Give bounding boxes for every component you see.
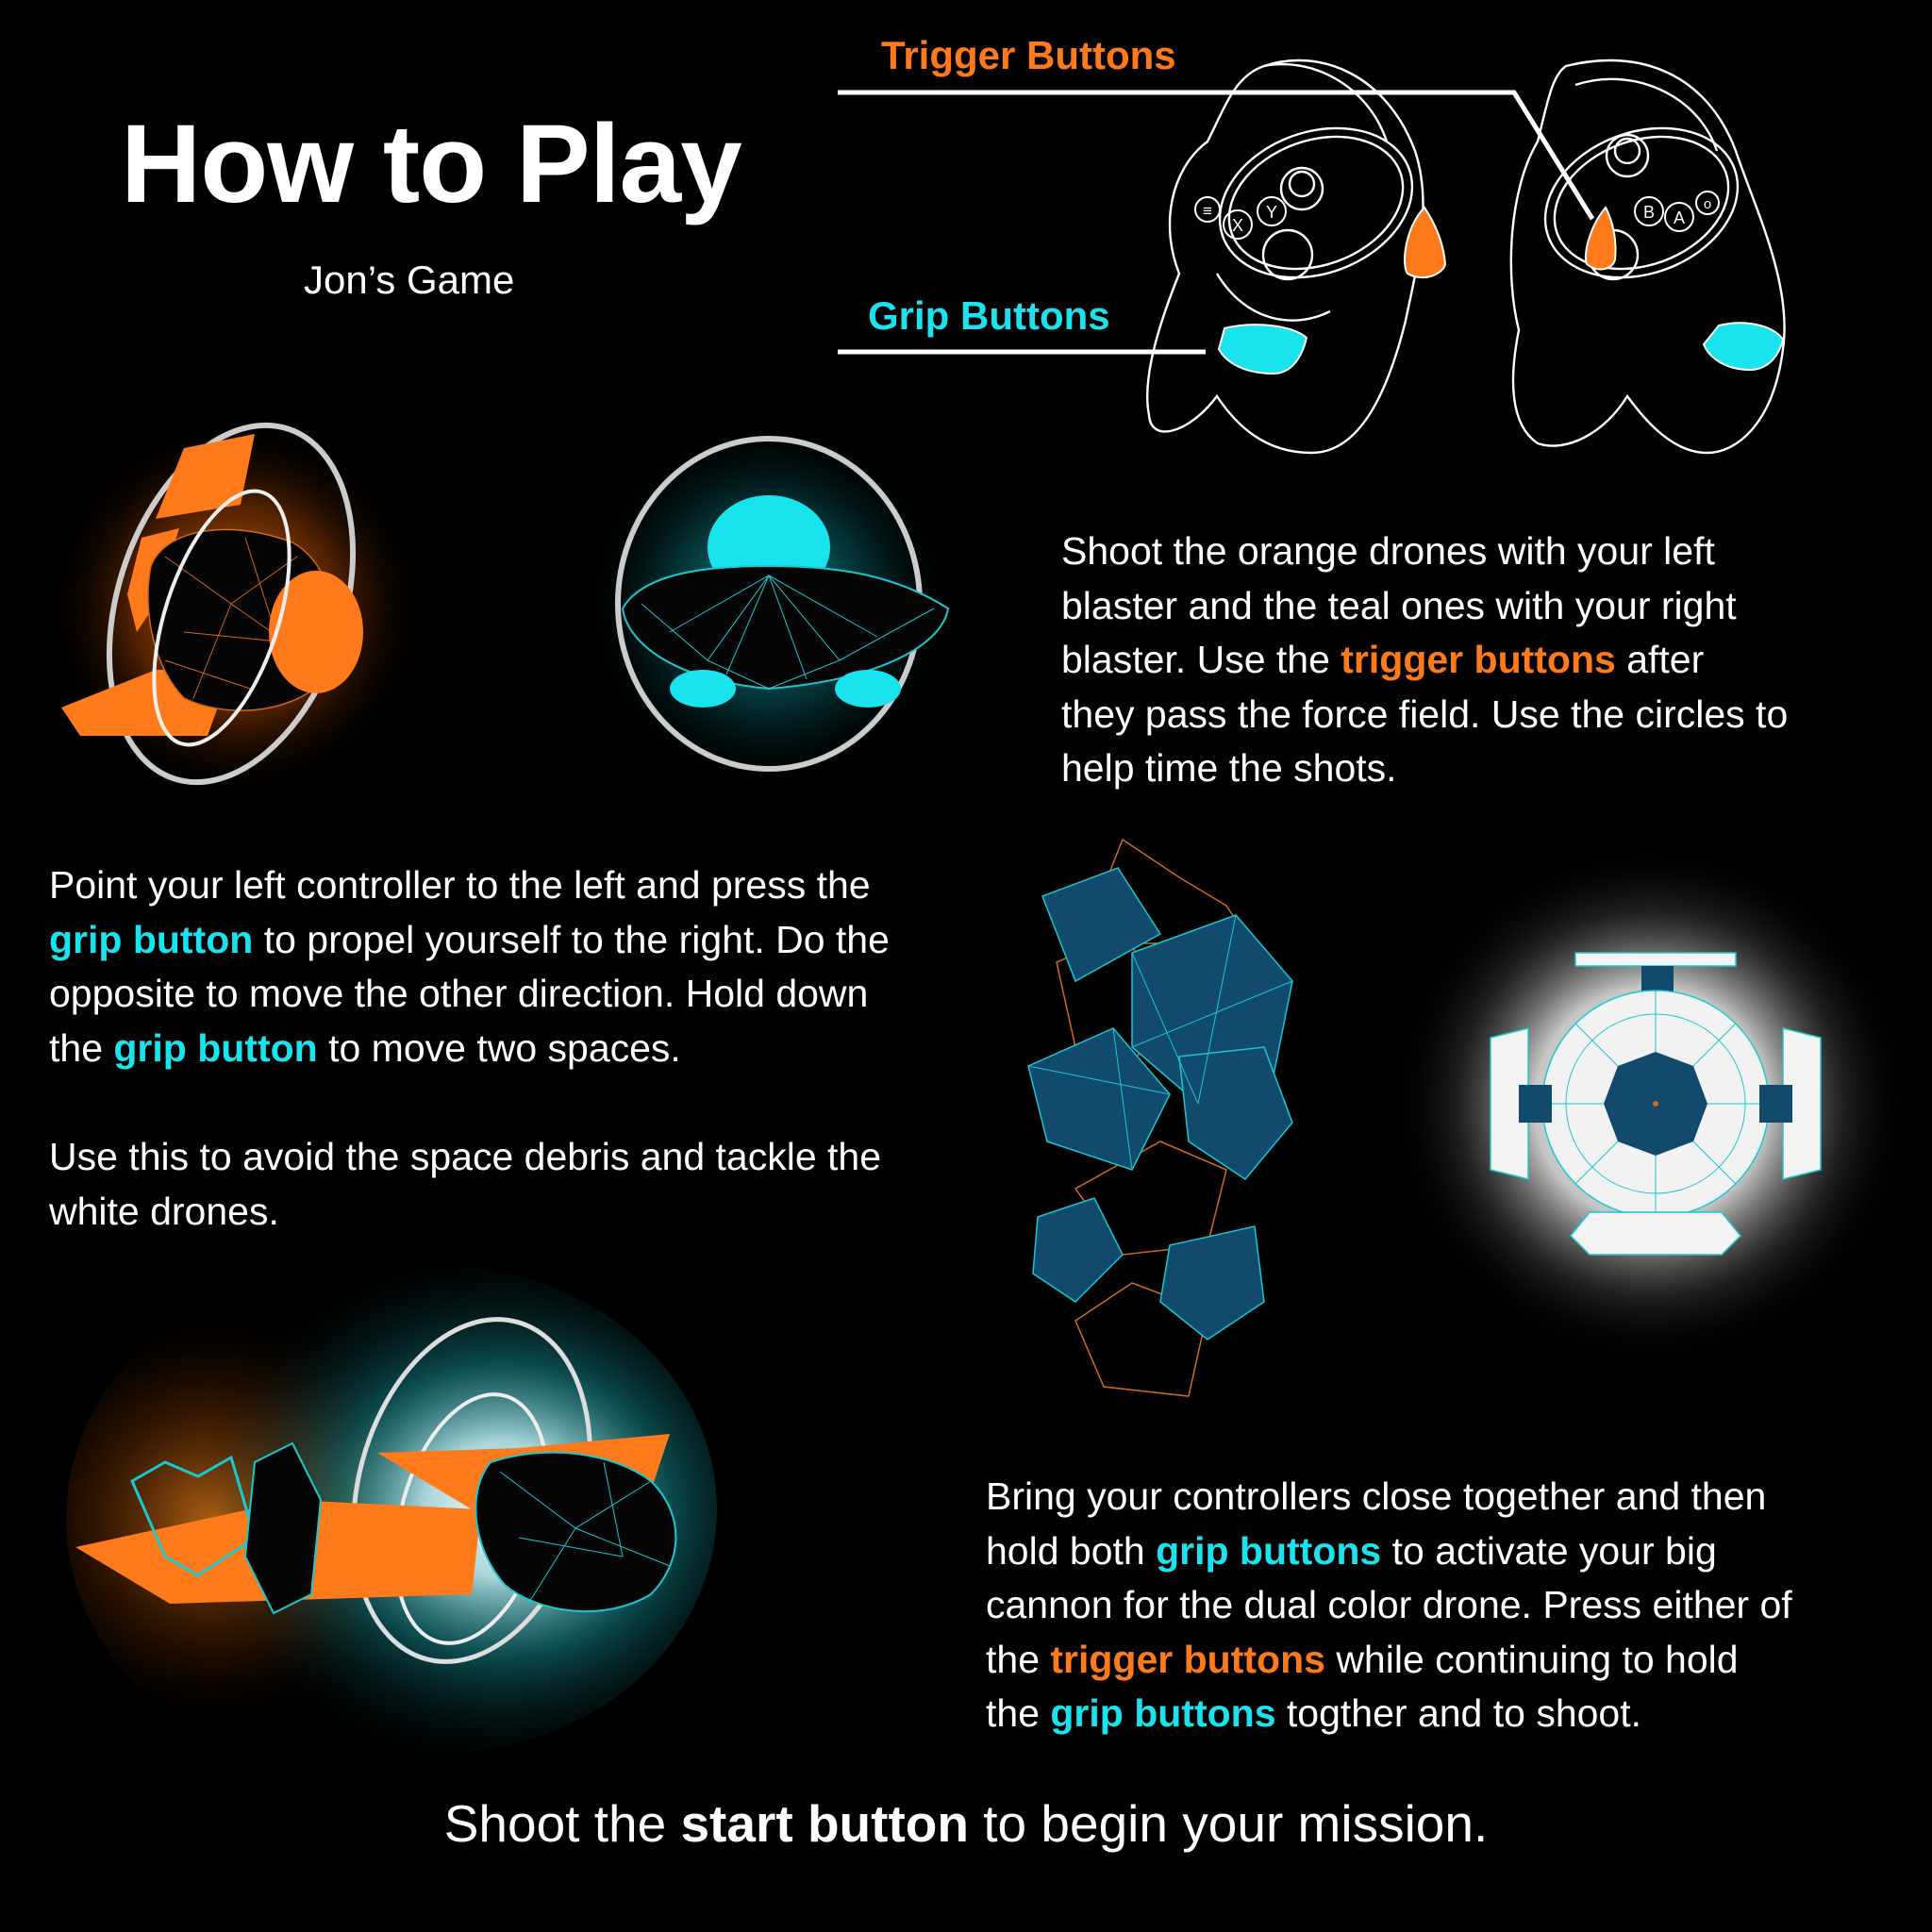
page-title: How to Play [121,102,742,226]
text-run: to move two spaces. [317,1025,681,1070]
shoot-line-2: blaster and the teal ones with your righ… [1061,579,1788,634]
text-run: they pass the force field. Use the circl… [1061,691,1789,736]
shoot-line-4: they pass the force field. Use the circl… [1061,688,1788,742]
cannon-line-5: the grip buttons togther and to shoot. [986,1687,1792,1741]
grip-button-highlight: grip button [113,1025,318,1070]
move-line-2: grip button to propel yourself to the ri… [49,913,890,968]
text-run: white drones. [49,1189,279,1233]
x-button-label: X [1232,216,1243,235]
left-trigger-icon [1404,206,1447,279]
text-run: the [986,1691,1051,1735]
text-run: Shoot the [443,1794,681,1853]
shoot-instructions: Shoot the orange drones with your left b… [1061,525,1788,796]
cannon-line-4: the trigger buttons while continuing to … [986,1633,1792,1688]
cannon-line-2: hold both grip buttons to activate your … [986,1524,1792,1579]
trigger-buttons-label: Trigger Buttons [881,33,1176,77]
space-debris-icon [1027,838,1293,1397]
cannon-instructions: Bring your controllers close together an… [986,1470,1792,1741]
text-run: help time the shots. [1061,746,1397,790]
white-drone-icon [1391,844,1910,1363]
start-instruction: Shoot the start button to begin your mis… [0,1792,1932,1855]
right-face-buttons: o A B [1634,191,1720,232]
text-run: blaster. Use the [1061,638,1341,681]
text-run: the [986,1637,1051,1681]
cannon-line-1: Bring your controllers close together an… [986,1470,1792,1524]
right-oculus-button-label: o [1704,196,1711,212]
left-face-buttons: ≡ X Y [1194,196,1287,240]
shoot-line-5: help time the shots. [1061,741,1788,796]
text-run: to activate your big [1381,1528,1717,1573]
avoid-instructions: Use this to avoid the space debris and t… [49,1130,881,1239]
orange-drone-icon [47,420,425,797]
trigger-buttons-highlight: trigger buttons [1050,1637,1325,1681]
text-run: Bring your controllers close together an… [986,1474,1767,1518]
move-instructions: Point your left controller to the left a… [49,858,890,1075]
text-run: the [49,1025,114,1070]
grip-buttons-highlight: grip buttons [1050,1691,1276,1735]
trigger-buttons-highlight: trigger buttons [1341,638,1616,681]
right-trigger-icon [1584,206,1617,271]
text-run: to propel yourself to the right. Do the [253,917,890,961]
text-run: Use this to avoid the space debris and t… [49,1135,882,1178]
move-line-3: opposite to move the other direction. Ho… [49,967,890,1022]
text-run: togther and to shoot. [1275,1691,1642,1735]
text-run: after [1615,638,1705,681]
right-grip-icon [1702,322,1785,372]
y-button-label: Y [1266,203,1277,222]
left-grip-icon [1217,324,1308,375]
dual-color-drone-icon [66,1264,717,1755]
text-run: cannon for the dual color drone. Press e… [986,1583,1792,1626]
text-run: hold both [986,1528,1157,1573]
text-run: while continuing to hold [1324,1637,1739,1681]
shoot-line-1: Shoot the orange drones with your left [1061,525,1788,579]
move-line-4: the grip button to move two spaces. [49,1022,890,1076]
grip-buttons-label: Grip Buttons [868,293,1110,338]
start-button-highlight: start button [680,1794,969,1853]
text-run: Shoot the orange drones with your left [1061,529,1715,573]
b-button-label: B [1643,203,1655,222]
page-subtitle: Jon’s Game [304,258,515,302]
vr-controllers-icon: ≡ X Y o A [1145,58,1786,455]
teal-drone-icon [580,415,958,792]
text-run: blaster and the teal ones with your righ… [1061,583,1737,627]
text-run: to begin your mission. [968,1794,1489,1853]
shoot-line-3: blaster. Use the trigger buttons after [1061,633,1788,688]
text-run: Point your left controller to the left a… [49,863,871,907]
avoid-line-2: white drones. [49,1185,881,1240]
cannon-line-3: cannon for the dual color drone. Press e… [986,1578,1792,1633]
left-menu-button-label: ≡ [1203,202,1212,220]
move-line-1: Point your left controller to the left a… [49,858,890,913]
a-button-label: A [1674,208,1685,227]
avoid-line-1: Use this to avoid the space debris and t… [49,1130,881,1185]
text-run: opposite to move the other direction. Ho… [49,972,869,1015]
grip-button-highlight: grip button [49,917,254,961]
grip-buttons-highlight: grip buttons [1156,1528,1382,1573]
